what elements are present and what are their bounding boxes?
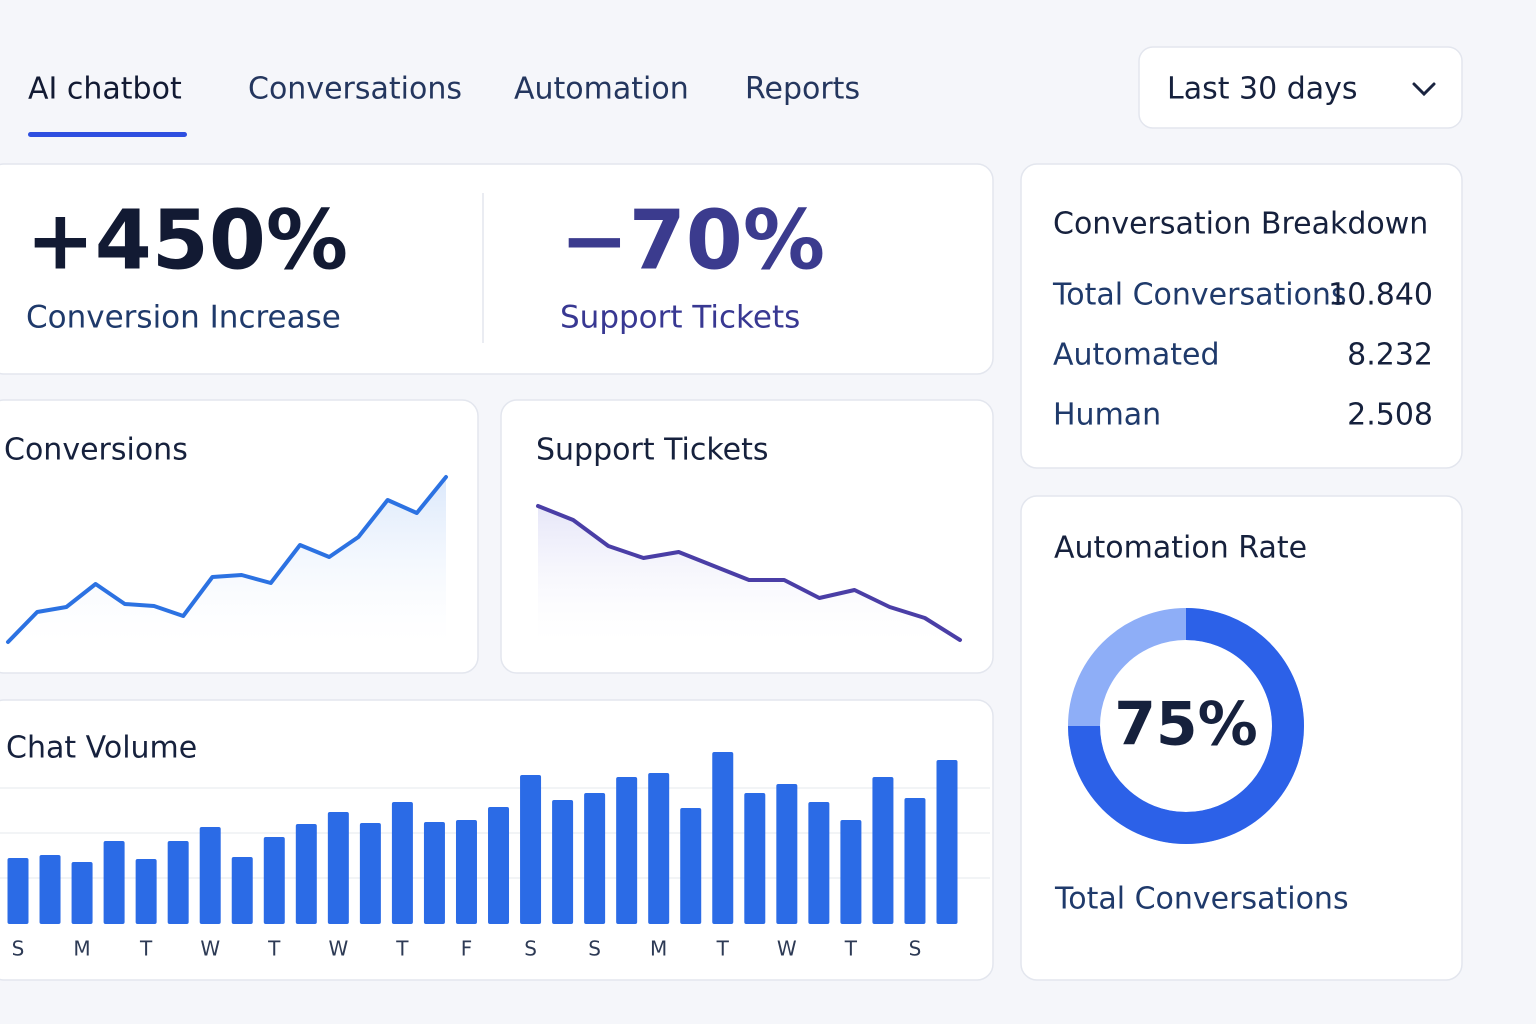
bar — [552, 800, 574, 924]
x-tick-label: T — [716, 937, 730, 961]
breakdown-card — [1020, 163, 1463, 469]
x-tick-label: M — [73, 937, 90, 961]
bar — [295, 824, 317, 924]
bar — [231, 857, 253, 924]
donut-value: 75% — [1114, 690, 1258, 760]
x-tick-label: M — [650, 937, 667, 961]
x-tick-label: W — [328, 937, 348, 961]
line — [536, 504, 962, 642]
row-label: Human — [1053, 398, 1161, 433]
x-tick-label: S — [524, 937, 537, 961]
bar — [776, 784, 798, 924]
bar — [199, 827, 221, 924]
card-title: Conversions — [4, 433, 188, 468]
bar — [808, 802, 830, 924]
row-label: Total Conversations — [1052, 278, 1347, 313]
tab[interactable]: Reports — [745, 72, 860, 107]
tab[interactable]: Automation — [514, 72, 689, 107]
card-title: Conversation Breakdown — [1053, 207, 1428, 242]
bar — [616, 777, 638, 924]
donut-segment — [1068, 608, 1304, 844]
area-fill — [538, 506, 960, 642]
bar — [648, 773, 670, 924]
x-tick-label: S — [909, 937, 922, 961]
x-tick-label: T — [395, 937, 409, 961]
bar — [103, 841, 125, 924]
bar — [71, 862, 93, 924]
bar — [263, 837, 285, 924]
bar — [680, 808, 702, 924]
bar — [872, 777, 894, 924]
tab[interactable]: AI chatbot — [28, 72, 182, 107]
bar — [7, 858, 29, 924]
x-tick-label: S — [588, 937, 601, 961]
kpi-value: −70% — [560, 193, 825, 288]
bar — [840, 820, 862, 924]
x-tick-label: T — [139, 937, 153, 961]
row-value: 2.508 — [1347, 398, 1433, 433]
bar — [135, 859, 157, 924]
date-filter[interactable] — [1138, 46, 1463, 129]
bar — [423, 822, 445, 924]
date-filter-label: Last 30 days — [1167, 72, 1358, 107]
bar — [359, 823, 381, 924]
bar — [584, 793, 606, 924]
x-tick-label: T — [844, 937, 858, 961]
card-title: Support Tickets — [536, 433, 769, 468]
bar — [167, 841, 189, 924]
x-tick-label: W — [777, 937, 797, 961]
row-value: 10.840 — [1328, 278, 1433, 313]
tab-underline — [28, 132, 187, 137]
bar — [744, 793, 766, 924]
bar — [39, 855, 61, 924]
bar — [904, 798, 926, 924]
line — [6, 475, 448, 644]
bar — [391, 802, 413, 924]
donut-caption: Total Conversations — [1054, 882, 1349, 917]
x-tick-label: F — [461, 937, 473, 961]
bar — [936, 760, 958, 924]
kpi-card — [0, 163, 994, 375]
bar — [488, 807, 510, 924]
x-tick-label: T — [267, 937, 281, 961]
bar — [712, 752, 734, 924]
chevron — [1412, 82, 1436, 97]
row-value: 8.232 — [1347, 338, 1433, 373]
kpi-value: +450% — [26, 193, 348, 288]
kpi-label: Support Tickets — [560, 300, 800, 336]
row-label: Automated — [1053, 338, 1220, 373]
bar — [520, 775, 542, 924]
automation-card — [1020, 495, 1463, 981]
x-tick-label: W — [200, 937, 220, 961]
card-title: Automation Rate — [1054, 531, 1307, 566]
bar — [327, 812, 349, 924]
kpi-label: Conversion Increase — [26, 300, 341, 336]
bar — [455, 820, 477, 924]
card-title: Chat Volume — [6, 731, 197, 766]
tab[interactable]: Conversations — [248, 72, 462, 107]
x-tick-label: S — [12, 937, 25, 961]
